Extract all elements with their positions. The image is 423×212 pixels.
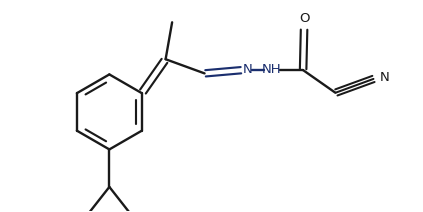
Text: N: N xyxy=(379,71,389,84)
Text: NH: NH xyxy=(262,63,281,76)
Text: N: N xyxy=(243,63,253,76)
Text: O: O xyxy=(299,12,309,25)
